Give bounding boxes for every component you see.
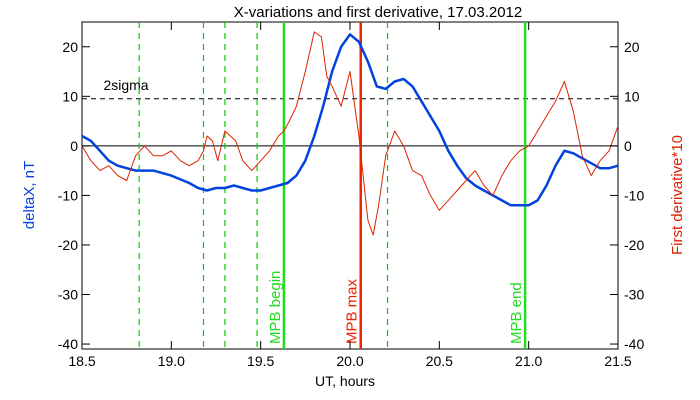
y-axis-right-label: First derivative*10 (669, 135, 686, 255)
y-tick-label-left: -40 (58, 336, 78, 352)
y-tick-label-right: -30 (624, 287, 644, 303)
y-tick-label-left: 0 (70, 138, 78, 154)
y-tick-label-right: 0 (624, 138, 632, 154)
y-tick-label-right: -20 (624, 237, 644, 253)
plot-area: 2sigma MPB begin MPB max MPB end 18.5 19.0 19.… (58, 21, 644, 369)
x-tick-label: 21.5 (604, 353, 631, 369)
x-tick-label: 21.0 (515, 353, 542, 369)
marker-label-mpb-end: MPB end (508, 282, 525, 344)
y-tick-label-right: 20 (624, 39, 640, 55)
y-tick-label-left: -30 (58, 287, 78, 303)
x-axis-label: UT, hours (315, 373, 375, 389)
x-tick-label: 19.5 (247, 353, 274, 369)
x-tick-label: 19.0 (158, 353, 185, 369)
threshold-label: 2sigma (103, 77, 148, 93)
y-tick-label-right: -10 (624, 187, 644, 203)
x-tick-label: 20.0 (336, 353, 363, 369)
x-tick-label: 18.5 (68, 353, 95, 369)
y-tick-label-left: -10 (58, 187, 78, 203)
y-tick-label-left: 10 (62, 88, 78, 104)
marker-label-mpb-max: MPB max (344, 278, 361, 344)
y-tick-label-right: 10 (624, 88, 640, 104)
y-tick-label-left: -20 (58, 237, 78, 253)
chart-title: X-variations and first derivative, 17.03… (234, 4, 523, 21)
marker-label-mpb-begin: MPB begin (267, 271, 284, 344)
y-axis-left-label: deltaX, nT (21, 161, 38, 229)
x-tick-label: 20.5 (426, 353, 453, 369)
y-tick-label-right: -40 (624, 336, 644, 352)
series-line-deltax (81, 33, 619, 207)
series-line-derivative (81, 31, 619, 236)
y-tick-label-left: 20 (62, 39, 78, 55)
